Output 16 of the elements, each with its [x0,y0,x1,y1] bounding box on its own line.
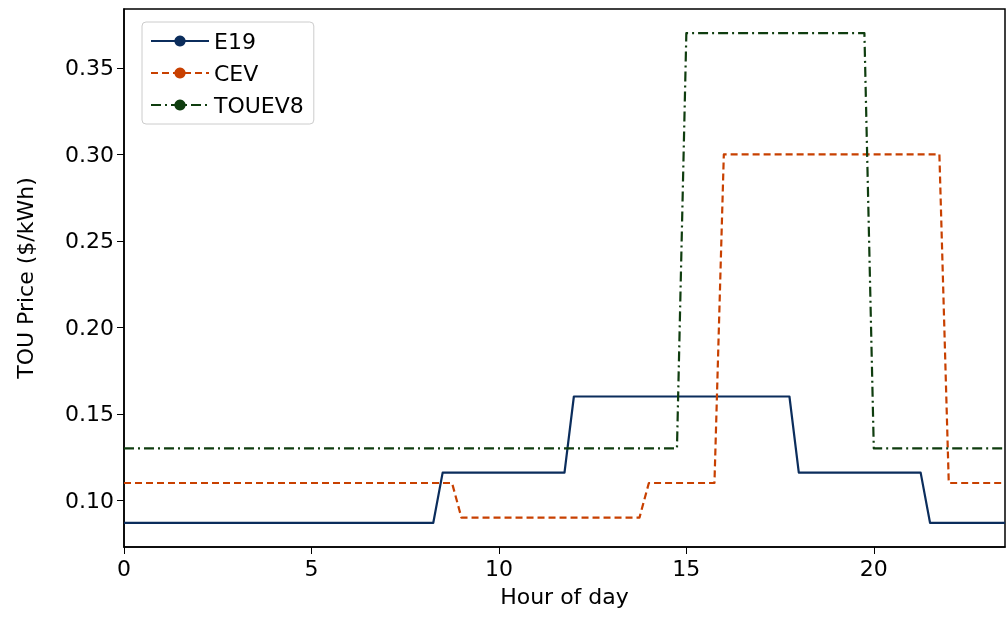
y-axis-title: TOU Price ($/kWh) [12,177,38,380]
y-tick-label: 0.30 [65,141,114,167]
x-tick-label: 15 [672,555,701,581]
y-tick-label: 0.10 [65,487,114,513]
x-tick-label: 5 [304,555,319,581]
y-tick-label: 0.20 [65,314,114,340]
legend-label: CEV [214,60,259,86]
x-tick-label: 10 [484,555,513,581]
x-axis-title: Hour of day [500,583,629,609]
x-tick-label: 20 [859,555,888,581]
y-tick-label: 0.25 [65,228,114,254]
x-tick-label: 0 [117,555,131,581]
legend-label: TOUEV8 [213,92,304,118]
legend-label: E19 [214,28,256,54]
y-tick-label: 0.15 [65,401,114,427]
y-tick-label: 0.35 [65,55,114,81]
